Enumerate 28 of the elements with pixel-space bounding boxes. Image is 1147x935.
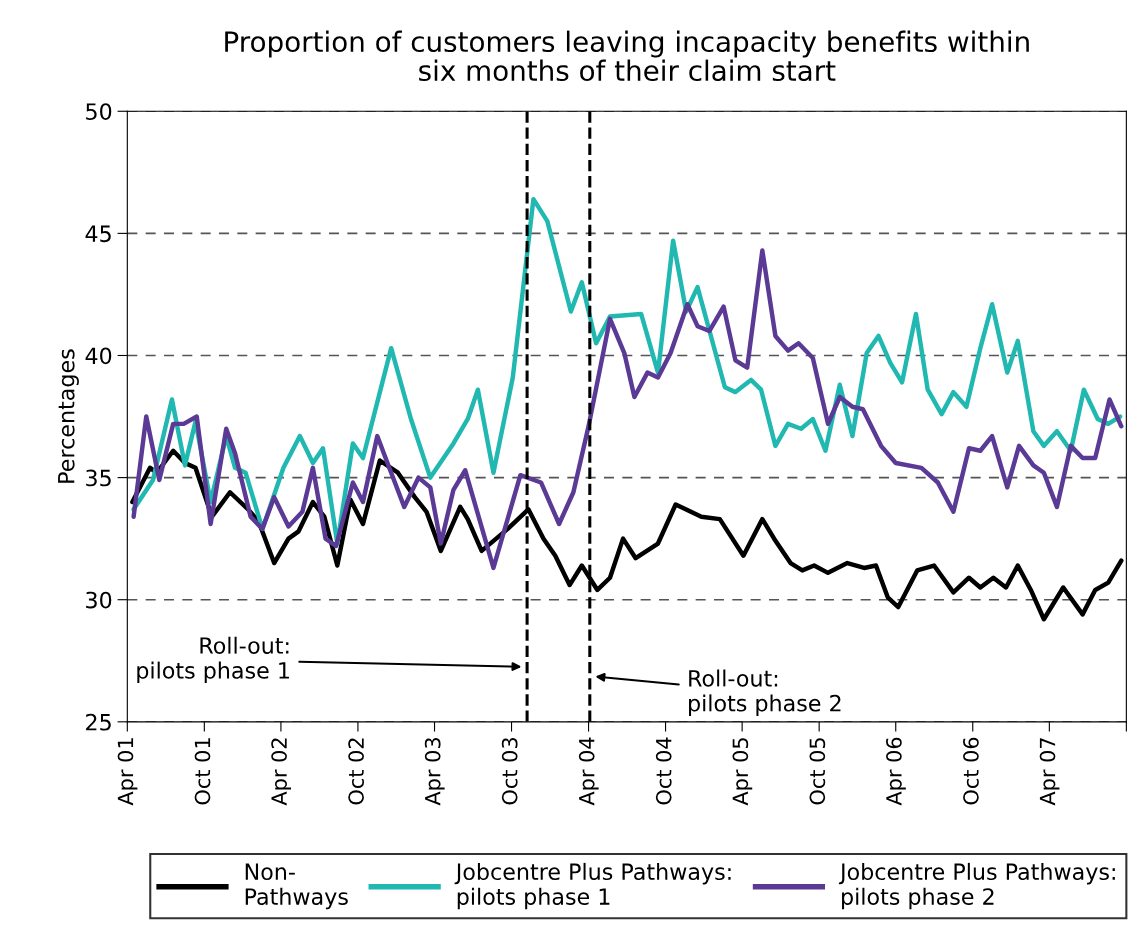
- x-tick-label: Apr 05: [732, 738, 753, 806]
- legend-label: Jobcentre Plus Pathways: pilots phase 2: [838, 862, 1115, 910]
- x-tick-label: Oct 01: [194, 738, 211, 805]
- y-axis-title: Percentages: [58, 349, 79, 483]
- x-tick-label: Apr 03: [424, 738, 445, 806]
- ref-line-label: Roll-out: pilots phase 1: [137, 636, 289, 684]
- y-tick-label: 50: [86, 103, 112, 121]
- x-tick-label: Apr 04: [578, 737, 599, 806]
- x-tick-label: Apr 01: [117, 738, 138, 806]
- x-tick-label: Oct 03: [501, 738, 518, 805]
- x-tick-label: Oct 06: [963, 737, 979, 805]
- y-tick-label: 45: [85, 225, 111, 243]
- y-tick-label: 35: [86, 469, 111, 487]
- y-tick-label: 25: [86, 713, 111, 731]
- ref-line-label: Roll-out: pilots phase 2: [689, 669, 841, 716]
- y-tick-label: 30: [86, 591, 112, 609]
- x-tick-label: Apr 06: [886, 737, 906, 806]
- x-tick-label: Apr 02: [271, 738, 291, 806]
- legend-label: Jobcentre Plus Pathways: pilots phase 1: [454, 862, 731, 910]
- line-series: [131, 248, 1124, 571]
- line-series: [131, 196, 1123, 546]
- x-tick-label: Apr 07: [1039, 738, 1060, 806]
- legend-label: Non- Pathways: [245, 863, 348, 910]
- x-tick-label: Oct 04: [655, 737, 672, 805]
- y-tick-label: 40: [85, 347, 112, 365]
- chart-title: Proportion of customers leaving incapacity benefits within six months of their claim start: [225, 30, 1029, 82]
- x-tick-label: Oct 02: [348, 738, 364, 805]
- x-tick-label: Oct 05: [809, 738, 826, 805]
